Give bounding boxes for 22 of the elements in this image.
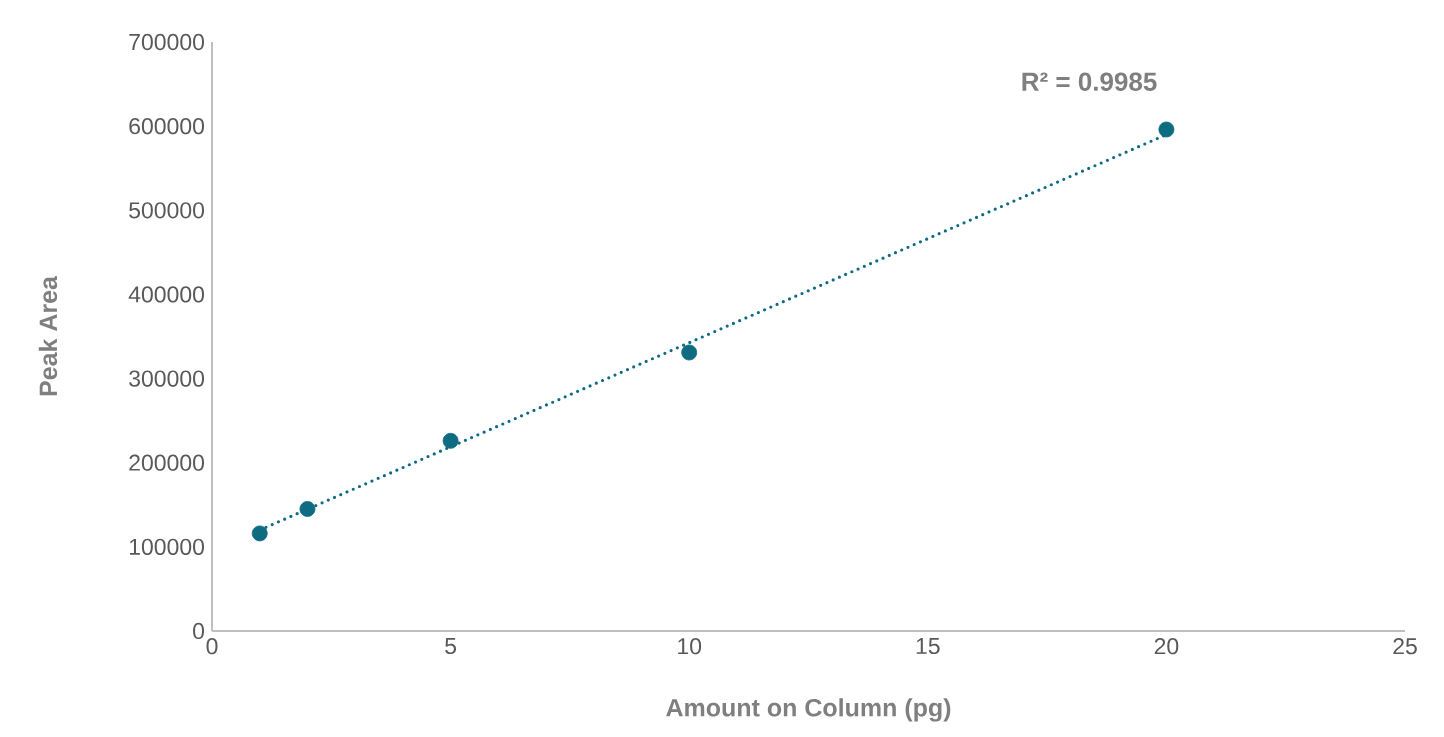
- x-tick-label: 10: [678, 638, 702, 655]
- x-tick-label: 25: [1393, 638, 1417, 655]
- point: [251, 525, 268, 542]
- y-tick-label: 300000: [129, 370, 205, 387]
- y-tick-label: 0: [193, 622, 205, 640]
- x-tick-label: 20: [1154, 638, 1179, 655]
- y-tick-label: 500000: [129, 202, 205, 219]
- point: [1158, 121, 1175, 138]
- y-axis-title: Peak Area: [38, 275, 58, 396]
- point: [681, 344, 698, 361]
- x-tick-label: 0: [206, 638, 218, 655]
- x-tick-label: 15: [916, 638, 940, 655]
- y-tick-label: 400000: [128, 286, 205, 303]
- y-tick-label: 100000: [129, 538, 205, 555]
- x-tick-label: 5: [445, 638, 457, 655]
- y-tick-label: 600000: [129, 118, 205, 135]
- annotation: R² = 0.9985: [1022, 72, 1157, 91]
- y-tick-label: 700000: [129, 33, 205, 51]
- y-tick-label: 200000: [129, 454, 205, 471]
- point: [442, 432, 459, 449]
- x-axis-title: Amount on Column (pg): [666, 698, 951, 722]
- point: [299, 501, 316, 517]
